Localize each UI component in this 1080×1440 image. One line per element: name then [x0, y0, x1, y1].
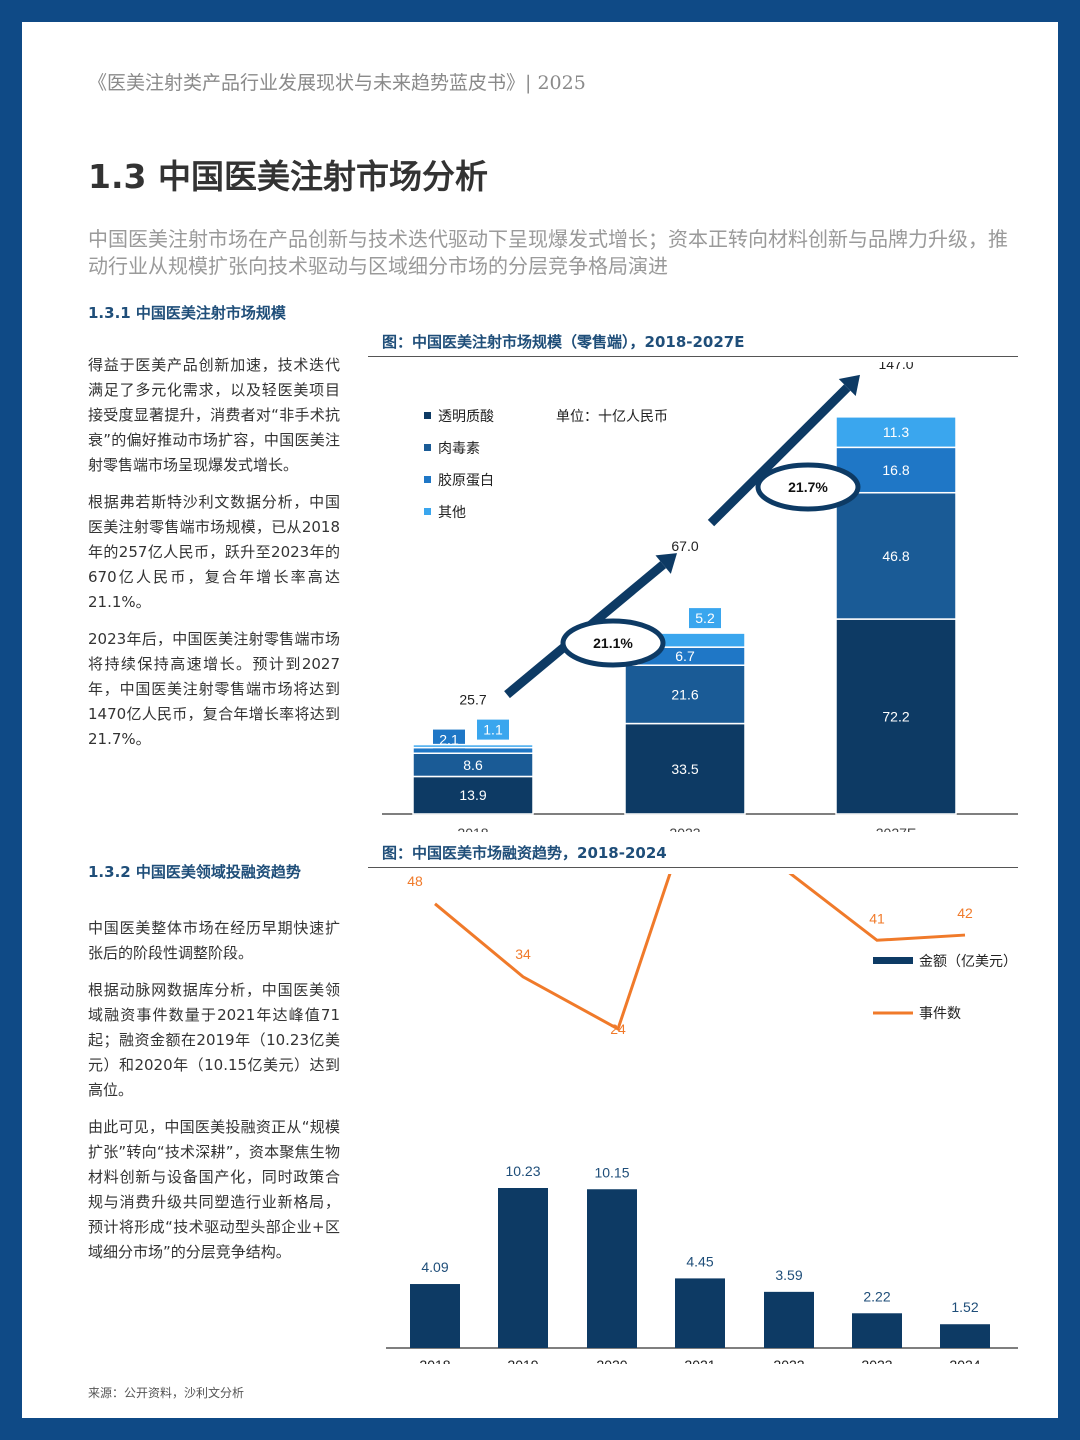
total-label: 67.0: [671, 538, 698, 554]
line-value-label: 41: [869, 910, 885, 926]
report-page: 《医美注射类产品行业发展现状与未来趋势蓝皮书》| 2025 1.3 中国医美注射…: [22, 22, 1058, 1418]
legend-swatch: [424, 508, 431, 515]
x-tick-label: 2020: [596, 1357, 627, 1364]
section-heading-financing: 1.3.2 中国医美领域投融资趋势: [88, 863, 301, 881]
cagr-label: 21.1%: [593, 635, 633, 651]
bar: [940, 1324, 990, 1348]
growth-arrow-head: [838, 374, 860, 397]
legend-label: 透明质酸: [438, 408, 494, 424]
x-tick-label: 2024: [949, 1357, 980, 1364]
legend-swatch: [424, 444, 431, 451]
data-label: 1.1: [483, 722, 503, 738]
legend-label: 金额（亿美元）: [919, 953, 1017, 969]
legend-swatch: [424, 476, 431, 483]
bar-value-label: 10.23: [505, 1163, 540, 1179]
line-value-label: 24: [610, 1021, 626, 1037]
chart-unit: 单位：十亿人民币: [556, 408, 668, 424]
bar-segment: [412, 775, 534, 815]
data-label: 21.6: [671, 686, 698, 702]
paragraph: 得益于医美产品创新加速，技术迭代满足了多元化需求，以及轻医美项目接受度显著提升，…: [88, 356, 340, 474]
data-label: 8.6: [463, 757, 483, 773]
bar: [587, 1189, 637, 1348]
paragraph: 根据动脉网数据库分析，中国医美领域融资事件数量于2021年达峰值71起；融资金额…: [88, 981, 340, 1099]
bar-segment: [624, 722, 746, 815]
chart2-title-rule: [368, 867, 1018, 868]
line-value-label: 48: [407, 874, 423, 889]
chart1-title: 图：中国医美注射市场规模（零售端），2018-2027E: [382, 333, 745, 351]
x-tick-label: 2018: [457, 825, 488, 832]
data-label: 46.8: [882, 548, 909, 564]
bar: [764, 1291, 814, 1348]
cagr-ellipse: [755, 462, 861, 512]
total-label: 25.7: [459, 692, 486, 708]
line-series: [434, 874, 966, 1032]
growth-arrow-head: [655, 553, 677, 574]
paragraph: 根据弗若斯特沙利文数据分析，中国医美注射零售端市场规模，已从2018年的257亿…: [88, 493, 340, 611]
financing-chart: 4.09 2018 10.23 2019 10.15 2020 4.45 2021 3.59 20…: [386, 874, 1018, 1364]
bar-value-label: 4.45: [686, 1253, 713, 1269]
data-label: 5.2: [695, 610, 715, 626]
data-label-box: [689, 608, 721, 629]
page-subtitle: 中国医美注射市场在产品创新与技术迭代驱动下呈现爆发式增长；资本正转向材料创新与品…: [88, 227, 1008, 278]
bar-value-label: 4.09: [421, 1259, 448, 1275]
x-tick-label: 2022: [773, 1357, 804, 1364]
paragraph: 中国医美整体市场在经历早期快速扩张后的阶段性调整阶段。: [88, 919, 340, 962]
bar-segment: [835, 416, 957, 449]
line-value-label: 42: [957, 905, 973, 921]
x-tick-label: 2027E: [876, 825, 916, 832]
report-header: 《医美注射类产品行业发展现状与未来趋势蓝皮书》| 2025: [88, 72, 586, 94]
data-label-box: [477, 719, 509, 740]
bar-value-label: 2.22: [863, 1288, 890, 1304]
financing-text: 中国医美整体市场在经历早期快速扩张后的阶段性调整阶段。 根据动脉网数据库分析，中…: [88, 916, 340, 1277]
bar-value-label: 1.52: [951, 1299, 978, 1315]
legend-swatch: [424, 412, 431, 419]
data-label: 16.8: [882, 462, 909, 478]
data-label: 6.7: [675, 648, 695, 664]
total-label: 147.0: [878, 362, 913, 372]
chart2-title: 图：中国医美市场融资趋势，2018-2024: [382, 844, 667, 862]
cagr-ellipse: [560, 618, 666, 668]
bar-segment: [412, 743, 534, 749]
legend-label: 胶原蛋白: [438, 472, 494, 488]
x-tick-label: 2021: [684, 1357, 715, 1364]
bar: [410, 1284, 460, 1348]
x-tick-label: 2019: [507, 1357, 538, 1364]
data-label: 72.2: [882, 709, 909, 725]
bar-segment: [412, 746, 534, 754]
cagr-label: 21.7%: [788, 479, 828, 495]
x-tick-label: 2023: [861, 1357, 892, 1364]
data-label: 11.3: [883, 424, 909, 440]
page-title: 1.3 中国医美注射市场分析: [88, 157, 488, 196]
legend-swatch: [873, 957, 913, 964]
paragraph: 由此可见，中国医美投融资正从“规模扩张”转向“技术深耕”，资本聚焦生物材料创新与…: [88, 1118, 340, 1261]
section-heading-market-size: 1.3.1 中国医美注射市场规模: [88, 304, 286, 322]
growth-arrow: [707, 384, 851, 527]
x-tick-label: 2023: [669, 825, 700, 832]
legend-label: 其他: [438, 504, 466, 520]
bar-value-label: 10.15: [594, 1164, 629, 1180]
bar: [852, 1313, 902, 1348]
line-value-label: 34: [515, 946, 531, 962]
data-label: 33.5: [671, 761, 698, 777]
market-size-text: 得益于医美产品创新加速，技术迭代满足了多元化需求，以及轻医美项目接受度显著提升，…: [88, 353, 340, 764]
bar: [675, 1278, 725, 1348]
legend-label: 肉毒素: [438, 440, 480, 456]
data-label: 2.1: [439, 732, 459, 748]
chart1-title-rule: [368, 356, 1018, 357]
data-label: 13.9: [459, 787, 486, 803]
x-tick-label: 2018: [419, 1357, 450, 1364]
bar: [498, 1188, 548, 1348]
source-note: 来源：公开资料，沙利文分析: [88, 1386, 245, 1400]
paragraph: 2023年后，中国医美注射零售端市场将持续保持高速增长。预计到2027年，中国医…: [88, 630, 340, 748]
bar-value-label: 3.59: [775, 1267, 802, 1283]
legend-label: 事件数: [919, 1005, 961, 1021]
